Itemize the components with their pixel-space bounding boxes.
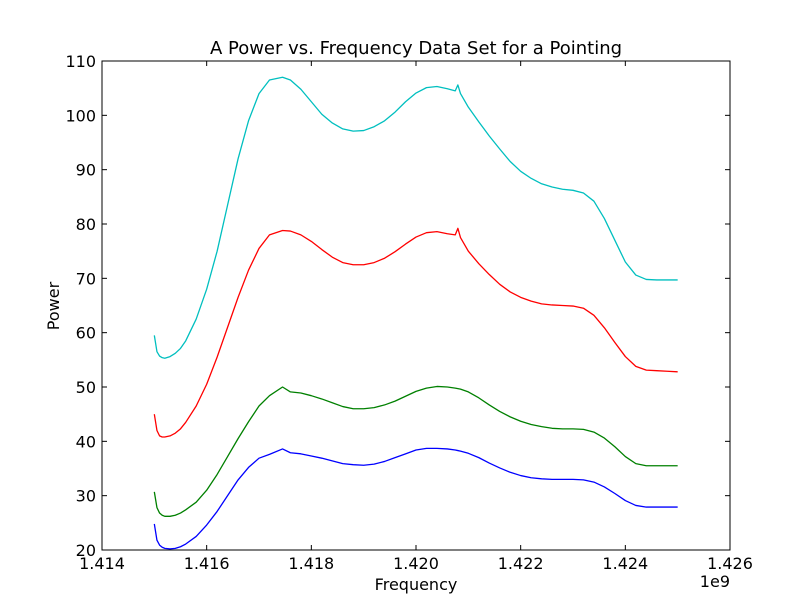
- y-tick-label: 30: [76, 487, 96, 506]
- series-layer: [153, 76, 678, 550]
- x-tick-label: 1.414: [79, 554, 125, 573]
- series-line-2: [153, 385, 678, 517]
- chart-title: A Power vs. Frequency Data Set for a Poi…: [210, 38, 622, 59]
- series-line-3: [153, 227, 678, 438]
- x-offset-label: 1e9: [700, 572, 730, 591]
- y-tick-label: 20: [76, 541, 96, 560]
- x-tick-label: 1.420: [393, 554, 439, 573]
- series-line-4: [153, 76, 678, 359]
- y-tick-label: 40: [76, 432, 96, 451]
- y-tick-label: 110: [65, 52, 96, 71]
- series-line-1: [153, 447, 678, 550]
- y-tick-label: 50: [76, 378, 96, 397]
- y-tick-label: 80: [76, 215, 96, 234]
- x-tick-label: 1.426: [707, 554, 753, 573]
- x-axis-label: Frequency: [375, 575, 458, 594]
- x-tick-label: 1.418: [288, 554, 334, 573]
- y-tick-label: 60: [76, 324, 96, 343]
- x-tick-label: 1.424: [602, 554, 648, 573]
- y-tick-label: 90: [76, 161, 96, 180]
- x-tick-label: 1.416: [184, 554, 230, 573]
- y-tick-label: 100: [65, 106, 96, 125]
- x-tick-label: 1.422: [498, 554, 544, 573]
- y-axis-label: Power: [44, 281, 63, 330]
- ticks-layer: 1.414 1.416 1.418 1.420 1.422 1.424 1.426 20 30 4…: [65, 52, 752, 573]
- y-tick-label: 70: [76, 269, 96, 288]
